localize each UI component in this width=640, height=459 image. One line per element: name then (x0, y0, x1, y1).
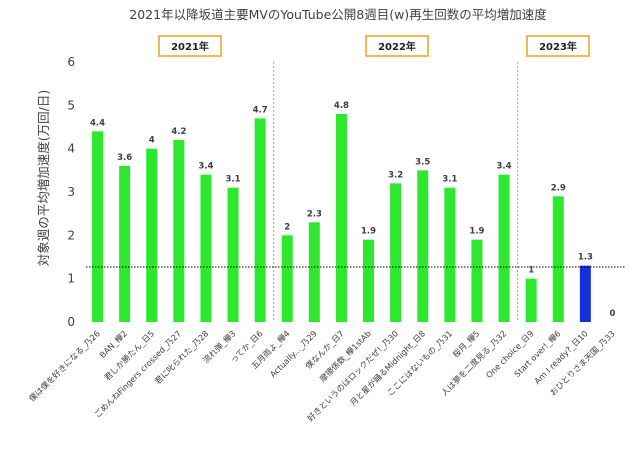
y-tick-label: 2 (67, 228, 75, 242)
y-tick-label: 1 (67, 272, 75, 286)
category-label: One choice_日9 (484, 328, 536, 380)
data-label: 4.7 (253, 105, 268, 115)
chart-title: 2021年以降坂道主要MVのYouTube公開8週目(w)再生回数の平均増加速度 (129, 7, 547, 22)
data-label: 4.4 (90, 118, 105, 128)
data-label: 3.1 (226, 175, 241, 185)
bar (552, 196, 564, 322)
year-box-2021 (158, 35, 222, 57)
bar (254, 118, 266, 322)
y-tick-label: 6 (67, 55, 75, 69)
y-tick-label: 4 (67, 142, 75, 156)
data-labels: 4.4 3.6 4 4.2 3.4 3.1 4.7 2 2.3 4.8 1.9 3.2 3.5 3.1 1.… (90, 101, 615, 319)
bar (146, 148, 158, 322)
category-label: Actually..._乃29 (268, 328, 319, 379)
y-tick-label: 0 (67, 315, 75, 329)
y-tick-label: 3 (67, 185, 75, 199)
data-label: 1 (528, 266, 534, 276)
data-label: 3.5 (415, 157, 430, 167)
data-label: 2.9 (551, 183, 566, 193)
data-label: 3.4 (497, 162, 512, 172)
bar (579, 265, 591, 322)
data-label: 4.2 (171, 127, 186, 137)
data-label: 4.8 (334, 101, 349, 111)
data-label: 3.1 (442, 175, 457, 185)
data-label: 3.6 (117, 153, 132, 163)
data-label: 0 (609, 309, 615, 319)
y-tick-label: 5 (67, 98, 75, 112)
category-label: 僕は僕を好きになる_乃26 (27, 328, 102, 403)
data-label: 1.9 (469, 227, 484, 237)
data-label: 2.3 (307, 209, 322, 219)
year-box-2022 (365, 35, 429, 57)
bar (498, 174, 510, 322)
bar (119, 166, 131, 322)
year-text-2021: 2021年 (171, 40, 209, 53)
data-label: 3.2 (388, 170, 403, 180)
bar (471, 239, 483, 322)
y-axis-label: 対象週の平均増加速度(万回/日) (36, 90, 51, 266)
bar (227, 187, 239, 322)
bar (281, 235, 293, 322)
data-label: 1.3 (578, 253, 593, 263)
year-label-2022: 2022年 (365, 35, 429, 57)
category-labels: 僕は僕を好きになる_乃26BAN_欅2君しか勝たん_日5ごめんねFingers … (27, 328, 617, 423)
year-dividers (273, 62, 519, 322)
data-label: 2 (284, 222, 290, 232)
bar (444, 187, 456, 322)
data-label: 3.4 (198, 162, 213, 172)
bar (173, 140, 185, 322)
year-label-2023: 2023年 (526, 35, 590, 57)
bar (417, 170, 429, 322)
year-box-2023 (526, 35, 590, 57)
year-text-2023: 2023年 (539, 40, 577, 53)
bar (363, 239, 375, 322)
year-label-2021: 2021年 (158, 35, 222, 57)
data-label: 1.9 (361, 227, 376, 237)
bar (390, 183, 402, 322)
bar (308, 222, 320, 322)
bars (92, 114, 591, 322)
bar (92, 131, 104, 322)
bar (335, 114, 347, 322)
year-text-2022: 2022年 (378, 40, 416, 53)
data-label: 4 (149, 136, 155, 146)
y-axis-ticks: 0 1 2 3 4 5 6 (67, 55, 75, 329)
bar (200, 174, 212, 322)
bar (525, 278, 537, 322)
